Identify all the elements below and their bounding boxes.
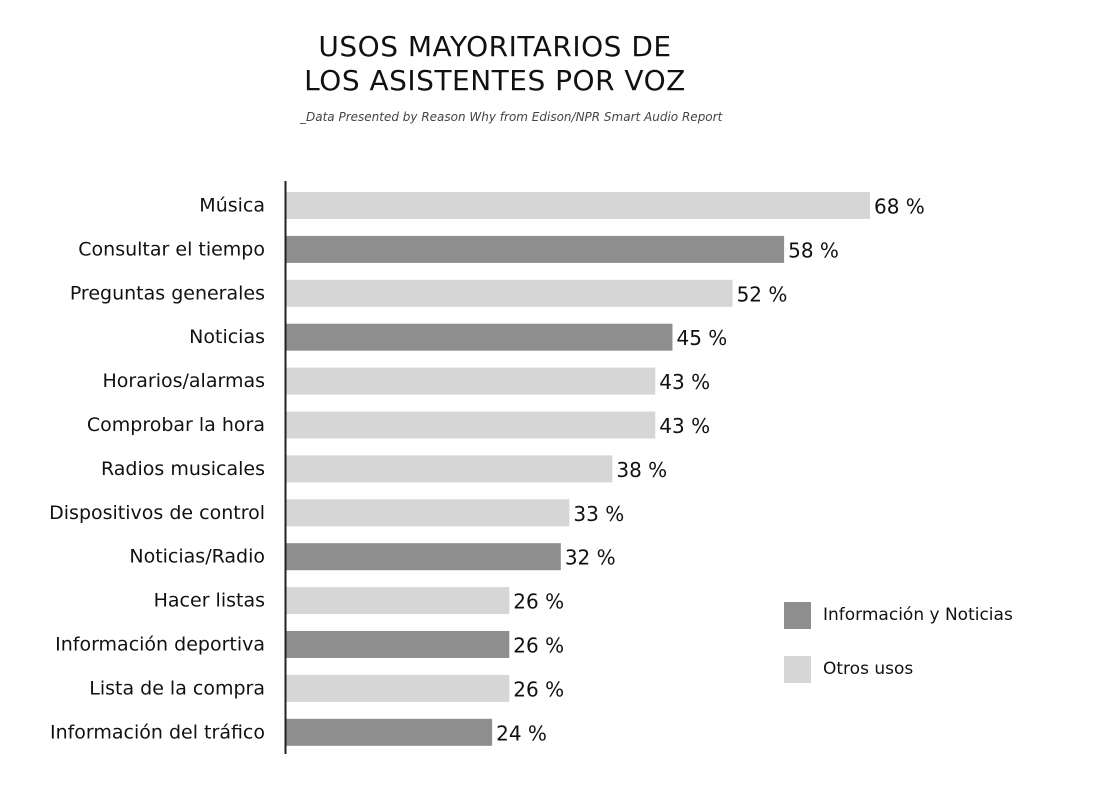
value-label-8: 32 % bbox=[565, 546, 616, 570]
value-label-0: 68 % bbox=[874, 195, 925, 219]
value-label-10: 26 % bbox=[513, 634, 564, 658]
category-label-10: Información deportiva bbox=[55, 634, 265, 656]
legend-swatch-info bbox=[784, 602, 811, 629]
category-label-11: Lista de la compra bbox=[89, 677, 265, 699]
value-label-2: 52 % bbox=[737, 282, 788, 306]
value-label-6: 38 % bbox=[616, 458, 667, 482]
category-label-9: Hacer listas bbox=[154, 590, 265, 612]
category-label-12: Información del tráfico bbox=[50, 721, 265, 743]
bar-8 bbox=[286, 543, 561, 571]
bar-9 bbox=[286, 587, 510, 615]
value-label-3: 45 % bbox=[676, 326, 727, 350]
category-label-3: Noticias bbox=[189, 326, 265, 348]
bar-12 bbox=[286, 718, 493, 746]
bar-1 bbox=[286, 235, 785, 263]
category-label-4: Horarios/alarmas bbox=[103, 370, 265, 392]
value-label-9: 26 % bbox=[513, 590, 564, 614]
legend-label-info: Información y Noticias bbox=[823, 605, 1013, 625]
value-label-11: 26 % bbox=[513, 677, 564, 701]
value-label-7: 33 % bbox=[573, 502, 624, 526]
legend-item-info: Información y Noticias bbox=[784, 602, 1084, 630]
bar-10 bbox=[286, 631, 510, 658]
chart-title-line-1: USOS MAYORITARIOS DE bbox=[318, 30, 672, 63]
value-label-5: 43 % bbox=[659, 414, 710, 438]
value-label-4: 43 % bbox=[659, 370, 710, 394]
legend-swatch-other bbox=[784, 656, 811, 683]
chart-title-line-2: LOS ASISTENTES POR VOZ bbox=[304, 64, 686, 97]
category-label-1: Consultar el tiempo bbox=[78, 238, 265, 260]
legend-item-other: Otros usos bbox=[784, 656, 1084, 684]
chart-subtitle: _Data Presented by Reason Why from Ediso… bbox=[300, 110, 723, 124]
bar-3 bbox=[286, 323, 673, 351]
bar-5 bbox=[286, 411, 656, 439]
category-label-2: Preguntas generales bbox=[70, 282, 265, 304]
bar-4 bbox=[286, 367, 656, 395]
category-label-6: Radios musicales bbox=[101, 458, 265, 480]
category-label-8: Noticias/Radio bbox=[129, 546, 265, 568]
category-label-5: Comprobar la hora bbox=[87, 414, 265, 436]
bar-0 bbox=[286, 192, 870, 219]
category-label-7: Dispositivos de control bbox=[49, 502, 265, 524]
bar-11 bbox=[286, 674, 510, 702]
chart-title: USOS MAYORITARIOS DE LOS ASISTENTES POR … bbox=[260, 30, 730, 98]
bars-layer: Música 68 % Consultar el tiempo 58 % Pregunt… bbox=[49, 192, 925, 746]
legend-label-other: Otros usos bbox=[823, 659, 914, 679]
value-label-12: 24 % bbox=[496, 721, 547, 745]
bar-2 bbox=[286, 279, 733, 307]
bar-6 bbox=[286, 455, 613, 483]
legend: Información y Noticias Otros usos bbox=[784, 602, 1084, 710]
bar-7 bbox=[286, 499, 570, 527]
category-label-0: Música bbox=[199, 195, 265, 217]
value-label-1: 58 % bbox=[788, 238, 839, 262]
